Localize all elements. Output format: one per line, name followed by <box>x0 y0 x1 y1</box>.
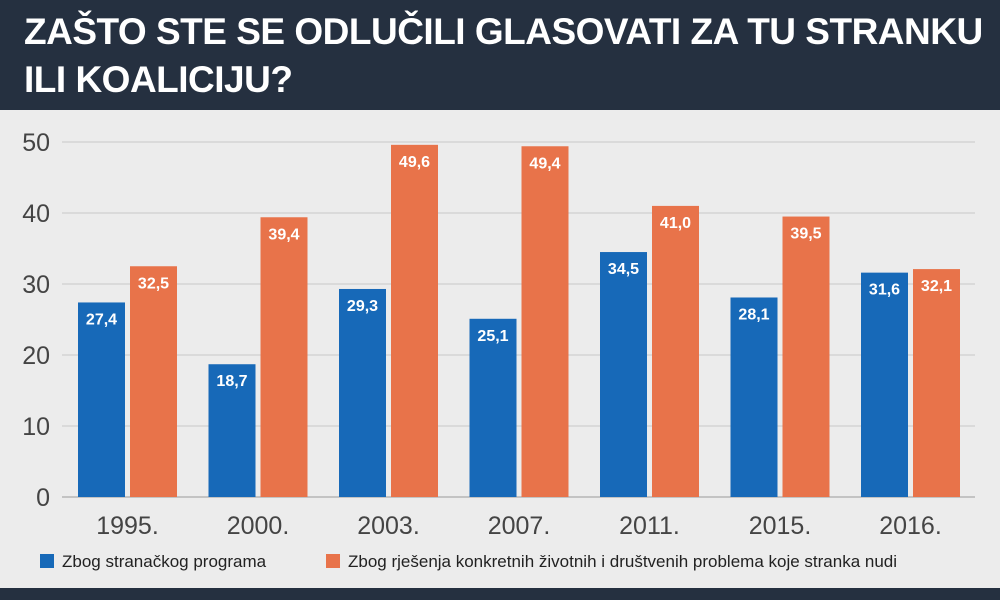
data-label: 31,6 <box>869 282 900 299</box>
bar <box>521 146 569 497</box>
data-label: 32,1 <box>921 278 952 295</box>
data-label: 39,4 <box>268 226 299 243</box>
y-tick-label: 10 <box>22 413 50 441</box>
y-tick-label: 0 <box>36 484 50 512</box>
x-tick-label: 2007. <box>488 512 551 540</box>
x-tick-label: 1995. <box>96 512 159 540</box>
bar <box>260 217 308 497</box>
legend-swatch <box>326 554 340 568</box>
legend: Zbog stranačkog programa Zbog rješenja ko… <box>40 552 897 571</box>
x-tick-label: 2015. <box>749 512 812 540</box>
y-tick-label: 40 <box>22 200 50 228</box>
bar-chart: 0 10 20 30 40 50 27,4 32,5 18,7 39,4 29,3 49,6 25,1… <box>22 129 975 571</box>
bar <box>782 216 830 498</box>
bar <box>600 252 647 497</box>
bar <box>652 205 699 497</box>
bar <box>913 269 960 497</box>
legend-label: Zbog stranačkog programa <box>62 552 267 571</box>
legend-label: Zbog rješenja konkretnih životnih i druš… <box>348 552 897 571</box>
legend-swatch <box>40 554 54 568</box>
x-tick-label: 2003. <box>357 512 420 540</box>
x-tick-label: 2011. <box>619 512 680 540</box>
bars: 27,4 32,5 18,7 39,4 29,3 49,6 25,1 49,4 34,5 41,0… <box>78 144 960 498</box>
data-label: 18,7 <box>216 373 247 390</box>
data-label: 28,1 <box>738 306 769 323</box>
data-label: 29,3 <box>347 298 378 315</box>
bar <box>208 364 256 497</box>
y-axis: 0 10 20 30 40 50 <box>22 129 50 512</box>
y-tick-label: 30 <box>22 271 50 299</box>
data-label: 41,0 <box>660 215 691 232</box>
x-axis: 1995. 2000. 2003. 2007. 2011. 2015. 2016. <box>96 512 942 540</box>
x-tick-label: 2016. <box>879 512 942 540</box>
bar <box>339 288 386 497</box>
bar <box>130 266 177 497</box>
data-label: 32,5 <box>138 275 169 292</box>
gridlines <box>62 141 975 498</box>
bar <box>469 318 517 497</box>
data-label: 27,4 <box>86 311 117 328</box>
data-label: 34,5 <box>608 261 639 278</box>
y-tick-label: 50 <box>22 129 50 157</box>
bar <box>391 144 438 497</box>
data-label: 49,6 <box>399 154 430 171</box>
bar <box>730 297 778 497</box>
y-tick-label: 20 <box>22 342 50 370</box>
x-tick-label: 2000. <box>227 512 290 540</box>
data-label: 49,4 <box>529 155 560 172</box>
chart-title: ZAŠTO STE SE ODLUČILI GLASOVATI ZA TU ST… <box>24 11 983 100</box>
title-banner: ZAŠTO STE SE ODLUČILI GLASOVATI ZA TU ST… <box>0 0 1000 110</box>
footer-bar <box>0 588 1000 600</box>
bar <box>861 272 908 497</box>
data-label: 39,5 <box>790 226 821 243</box>
bar <box>78 302 125 497</box>
data-label: 25,1 <box>477 328 508 345</box>
